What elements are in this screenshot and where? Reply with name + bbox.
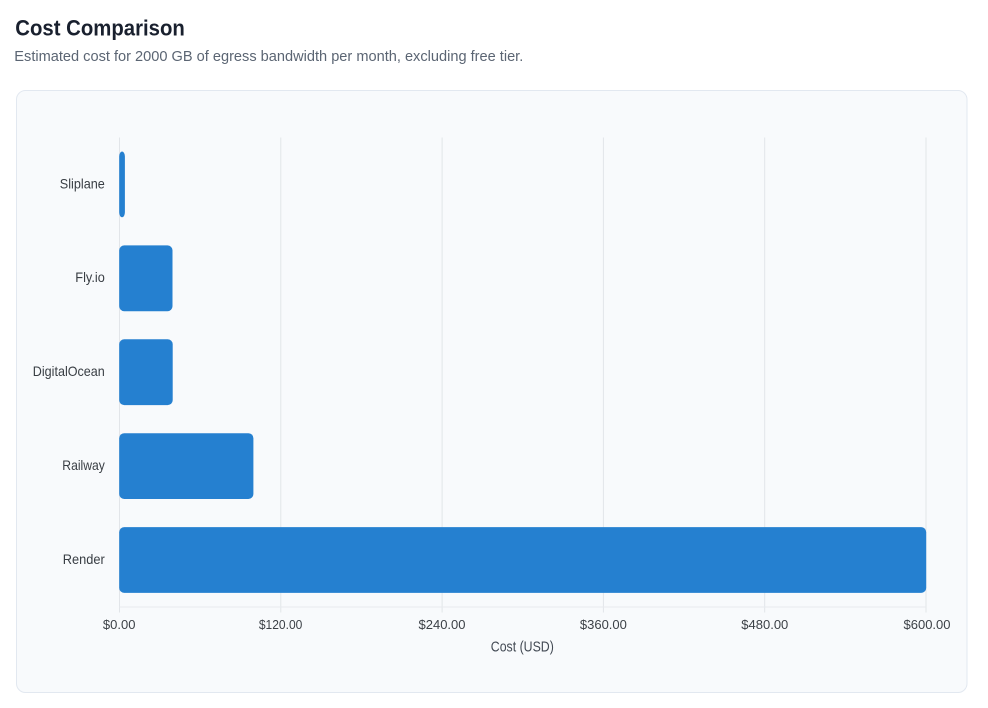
svg-text:Render: Render xyxy=(63,551,105,567)
svg-text:DigitalOcean: DigitalOcean xyxy=(33,363,105,379)
svg-text:$480.00: $480.00 xyxy=(741,617,788,632)
svg-text:$120.00: $120.00 xyxy=(259,617,303,632)
svg-text:Sliplane: Sliplane xyxy=(60,175,105,191)
svg-text:$240.00: $240.00 xyxy=(419,617,466,632)
svg-text:Railway: Railway xyxy=(62,457,105,473)
svg-text:Cost (USD): Cost (USD) xyxy=(491,639,554,656)
svg-text:$0.00: $0.00 xyxy=(103,617,136,632)
svg-text:$360.00: $360.00 xyxy=(580,617,627,632)
svg-text:Cost Comparison: Cost Comparison xyxy=(15,16,185,41)
svg-text:$600.00: $600.00 xyxy=(904,617,951,632)
svg-text:Estimated cost for 2000 GB of: Estimated cost for 2000 GB of egress ban… xyxy=(14,48,523,65)
svg-text:Fly.io: Fly.io xyxy=(75,269,105,285)
